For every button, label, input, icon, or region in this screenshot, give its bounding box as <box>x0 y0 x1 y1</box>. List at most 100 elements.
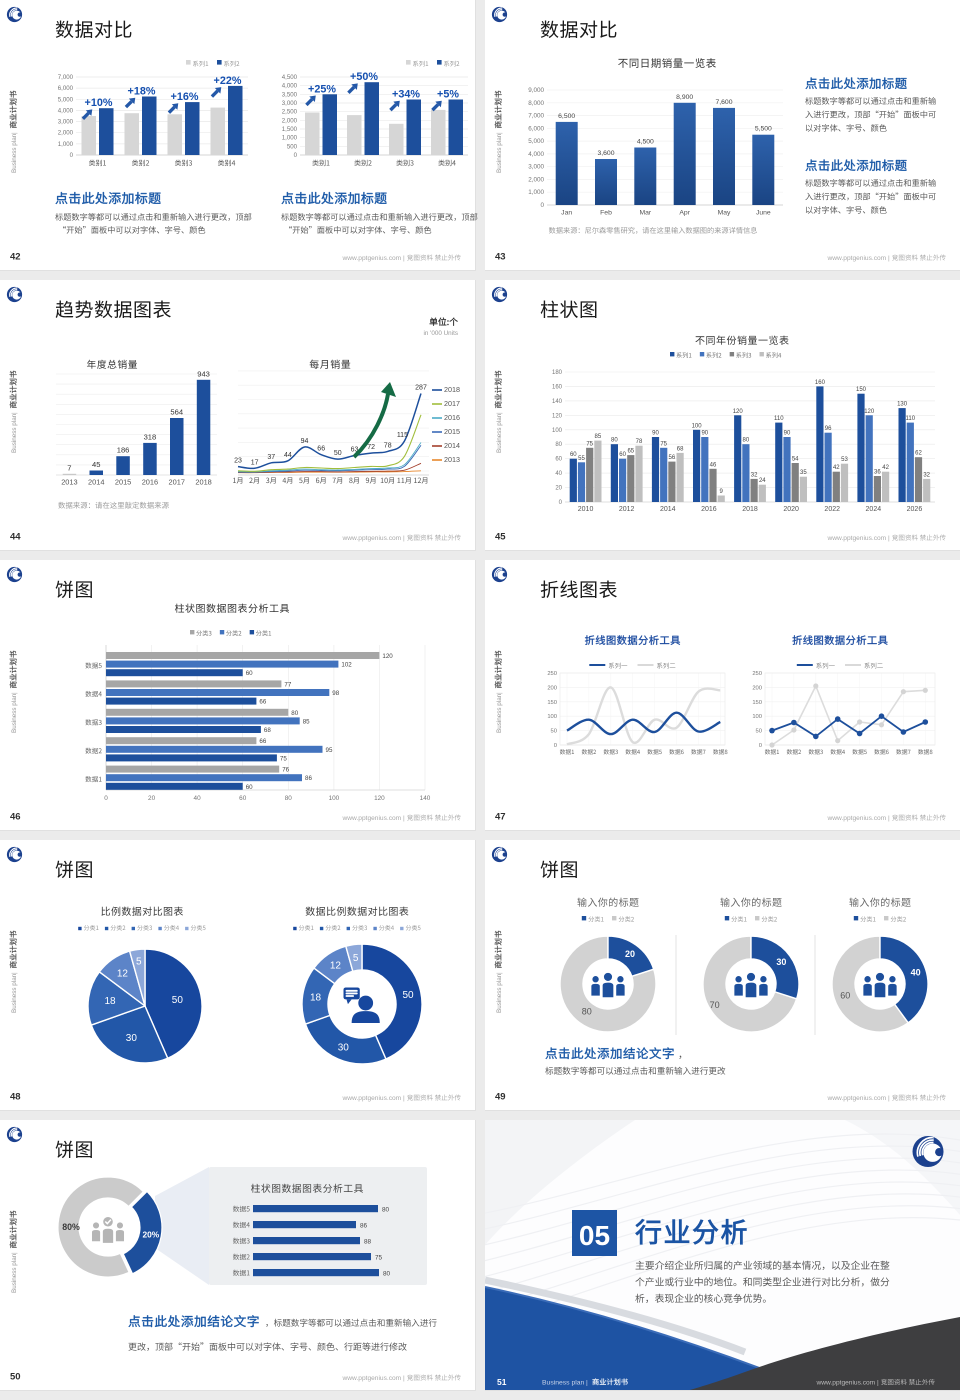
svg-text:www.pptgenius.com |: www.pptgenius.com | <box>827 255 890 262</box>
svg-text:50: 50 <box>10 1372 21 1383</box>
svg-text:70: 70 <box>710 1000 720 1010</box>
svg-text:60: 60 <box>840 990 850 1000</box>
svg-text:65: 65 <box>627 449 634 455</box>
svg-text:100: 100 <box>547 714 557 720</box>
svg-text:2016: 2016 <box>142 478 158 487</box>
svg-text:43: 43 <box>495 252 506 263</box>
svg-text:1,000: 1,000 <box>58 141 74 148</box>
svg-text:50: 50 <box>551 729 557 735</box>
svg-text:3,600: 3,600 <box>597 150 614 157</box>
svg-text:66: 66 <box>259 738 266 745</box>
svg-text:32: 32 <box>923 472 930 478</box>
svg-text:110: 110 <box>774 416 784 422</box>
svg-text:2014: 2014 <box>444 441 460 450</box>
svg-text:49: 49 <box>495 1092 506 1103</box>
svg-text:www.pptgenius.com |: www.pptgenius.com | <box>342 1375 405 1382</box>
svg-text:2018: 2018 <box>444 385 460 394</box>
svg-text:5,000: 5,000 <box>58 96 74 103</box>
svg-text:36: 36 <box>874 470 881 476</box>
svg-text:Business plan: Business plan <box>11 133 18 173</box>
svg-text:20: 20 <box>555 486 562 492</box>
svg-text:66: 66 <box>317 446 325 453</box>
svg-text:85: 85 <box>595 434 602 440</box>
svg-text:1,500: 1,500 <box>282 126 298 133</box>
svg-text:86: 86 <box>360 1222 368 1229</box>
svg-text:50: 50 <box>172 995 184 1006</box>
svg-text:56: 56 <box>669 455 676 461</box>
svg-text:Feb: Feb <box>600 210 612 217</box>
svg-text:3,000: 3,000 <box>58 119 74 126</box>
svg-text:100: 100 <box>752 714 762 720</box>
svg-text:75: 75 <box>586 441 593 447</box>
svg-text:100: 100 <box>692 423 703 429</box>
svg-text:2016: 2016 <box>444 413 460 422</box>
svg-text:55: 55 <box>578 456 585 462</box>
svg-text:0: 0 <box>559 500 563 506</box>
svg-text:+10%: +10% <box>85 97 113 109</box>
svg-text:80: 80 <box>743 438 750 444</box>
svg-text:180: 180 <box>552 370 563 376</box>
svg-text:Mar: Mar <box>639 210 651 217</box>
svg-text:05: 05 <box>579 1220 610 1251</box>
svg-text:2016: 2016 <box>701 506 717 513</box>
svg-text:4,000: 4,000 <box>282 83 298 90</box>
svg-text:|: | <box>496 692 503 694</box>
svg-text:5: 5 <box>353 953 359 964</box>
svg-text:94: 94 <box>301 438 309 445</box>
svg-text:68: 68 <box>264 727 271 734</box>
svg-text:8,900: 8,900 <box>676 94 693 101</box>
svg-text:24: 24 <box>759 478 766 484</box>
svg-text:102: 102 <box>341 662 352 669</box>
svg-text:17: 17 <box>251 459 259 466</box>
svg-text:76: 76 <box>282 767 289 774</box>
svg-text:+16%: +16% <box>171 91 199 103</box>
svg-text:150: 150 <box>752 700 762 706</box>
svg-text:50: 50 <box>402 990 414 1001</box>
svg-text:120: 120 <box>552 413 563 419</box>
svg-text:100: 100 <box>329 795 340 802</box>
svg-text:1,000: 1,000 <box>528 189 544 196</box>
svg-text:42: 42 <box>10 252 21 263</box>
svg-text:|: | <box>496 132 503 134</box>
svg-text:95: 95 <box>326 747 333 754</box>
svg-text:2026: 2026 <box>907 506 923 513</box>
svg-text:6,000: 6,000 <box>528 125 544 132</box>
svg-text:12: 12 <box>330 961 342 972</box>
svg-text:0: 0 <box>70 152 74 159</box>
svg-text:46: 46 <box>710 462 717 468</box>
svg-text:96: 96 <box>825 426 832 432</box>
svg-text:60: 60 <box>239 795 247 802</box>
svg-text:160: 160 <box>815 380 826 386</box>
svg-text:110: 110 <box>906 416 916 422</box>
svg-text:40: 40 <box>911 968 921 978</box>
svg-text:90: 90 <box>652 431 659 437</box>
svg-text:5: 5 <box>136 956 142 967</box>
svg-text:2014: 2014 <box>88 478 104 487</box>
svg-text:50: 50 <box>334 450 342 457</box>
svg-text:6,000: 6,000 <box>58 85 74 92</box>
svg-text:2,500: 2,500 <box>282 109 298 116</box>
svg-text:86: 86 <box>305 775 312 782</box>
svg-text:5,000: 5,000 <box>528 138 544 145</box>
svg-text:90: 90 <box>784 431 791 437</box>
svg-text:45: 45 <box>92 460 100 469</box>
svg-text:www.pptgenius.com |: www.pptgenius.com | <box>342 535 405 542</box>
svg-text:85: 85 <box>303 718 310 725</box>
svg-text:51: 51 <box>497 1377 507 1387</box>
svg-text:www.pptgenius.com |: www.pptgenius.com | <box>827 815 890 822</box>
svg-text:20: 20 <box>148 795 156 802</box>
svg-text:46: 46 <box>10 812 21 823</box>
svg-text:2,000: 2,000 <box>528 176 544 183</box>
svg-text:60: 60 <box>570 452 577 458</box>
svg-text:7: 7 <box>67 463 71 472</box>
svg-text:0: 0 <box>759 743 762 749</box>
svg-text:|: | <box>496 412 503 414</box>
svg-text:3,500: 3,500 <box>282 91 298 98</box>
svg-text:2014: 2014 <box>660 506 676 513</box>
svg-text:75: 75 <box>375 1254 383 1261</box>
svg-text:90: 90 <box>701 431 708 437</box>
svg-text:200: 200 <box>547 685 557 691</box>
svg-text:0: 0 <box>294 152 298 159</box>
svg-text:in '000 Units: in '000 Units <box>424 330 458 337</box>
svg-text:+5%: +5% <box>437 89 459 101</box>
